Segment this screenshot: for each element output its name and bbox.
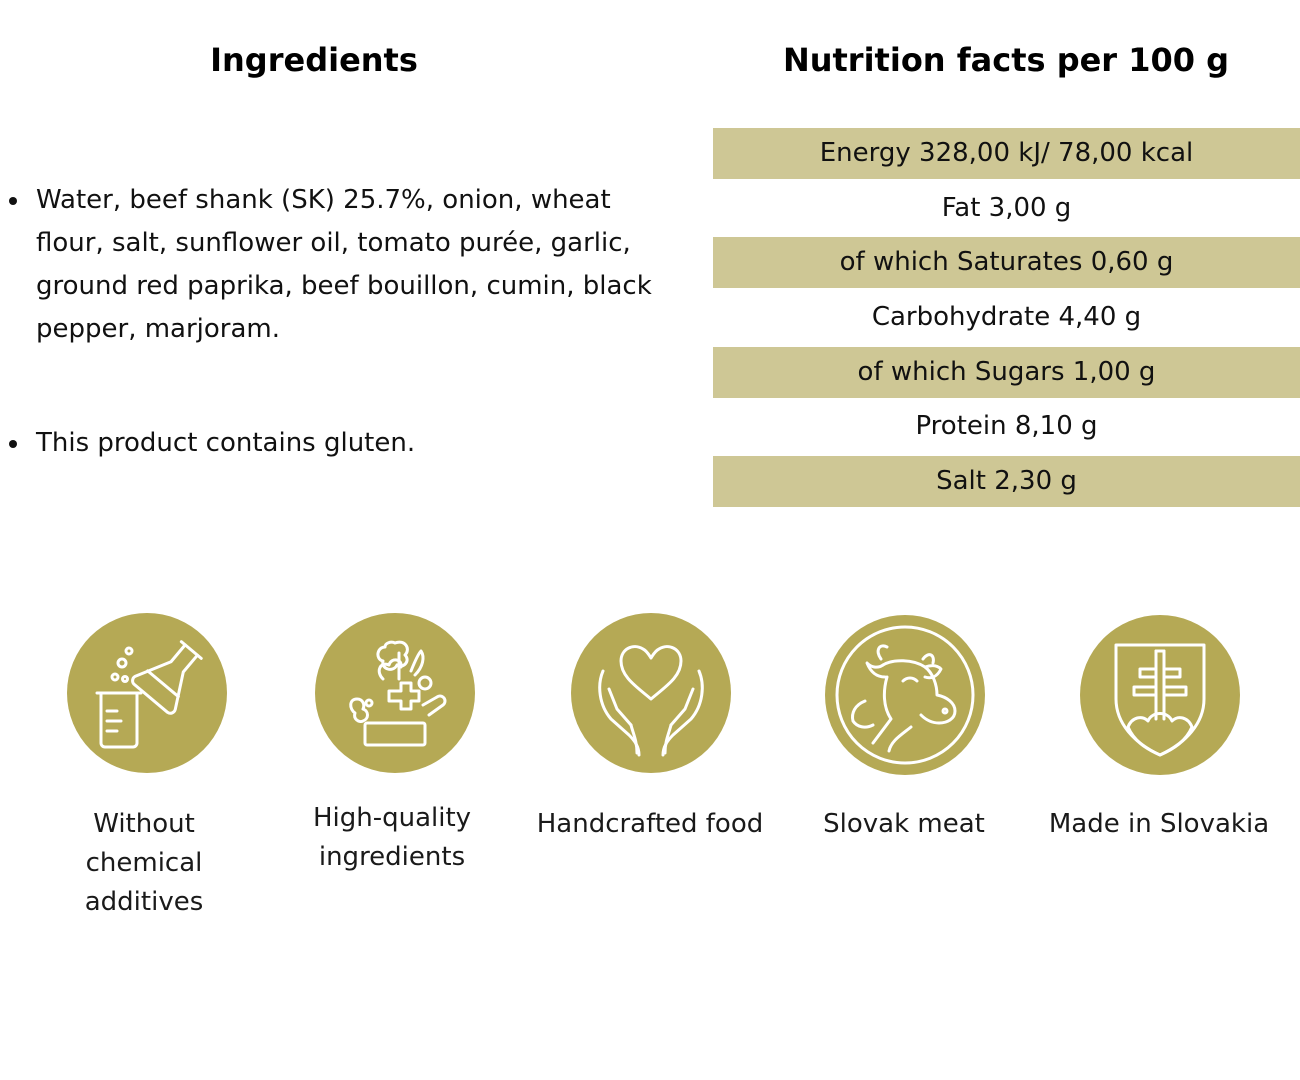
badge-label: Slovak meat xyxy=(823,809,985,839)
slovak-coat-of-arms-icon xyxy=(1080,615,1240,775)
allergen-note: This product contains gluten. xyxy=(9,422,686,465)
nutrition-row-energy: Energy 328,00 kJ/ 78,00 kcal xyxy=(713,128,1300,179)
vegetables-icon xyxy=(315,613,475,773)
nutrition-table: Energy 328,00 kJ/ 78,00 kcal Fat 3,00 g … xyxy=(713,128,1300,511)
badge-label: Made in Slovakia xyxy=(1048,809,1270,839)
nutrition-row-protein: Protein 8,10 g xyxy=(915,411,1098,442)
nutrition-row-salt: Salt 2,30 g xyxy=(713,456,1300,508)
ingredients-heading: Ingredients xyxy=(210,41,418,79)
nutrition-row-sugars: of which Sugars 1,00 g xyxy=(713,346,1300,398)
ingredients-list-item: Water, beef shank (SK) 25.7%, onion, whe… xyxy=(9,179,686,351)
badge-label: Handcrafted food xyxy=(536,809,764,839)
badge-label: Without chemical additives xyxy=(84,809,204,917)
nutrition-heading: Nutrition facts per 100 g xyxy=(782,41,1230,79)
nutrition-row-fat: Fat 3,00 g xyxy=(941,192,1072,223)
nutrition-row-saturates: of which Saturates 0,60 g xyxy=(713,237,1300,289)
heart-hands-icon xyxy=(571,613,731,773)
badge-label: High-quality ingredients xyxy=(312,803,472,872)
cow-icon xyxy=(825,615,985,775)
nutrition-row-carbohydrate: Carbohydrate 4,40 g xyxy=(871,302,1142,333)
chemistry-flask-icon xyxy=(67,613,227,773)
